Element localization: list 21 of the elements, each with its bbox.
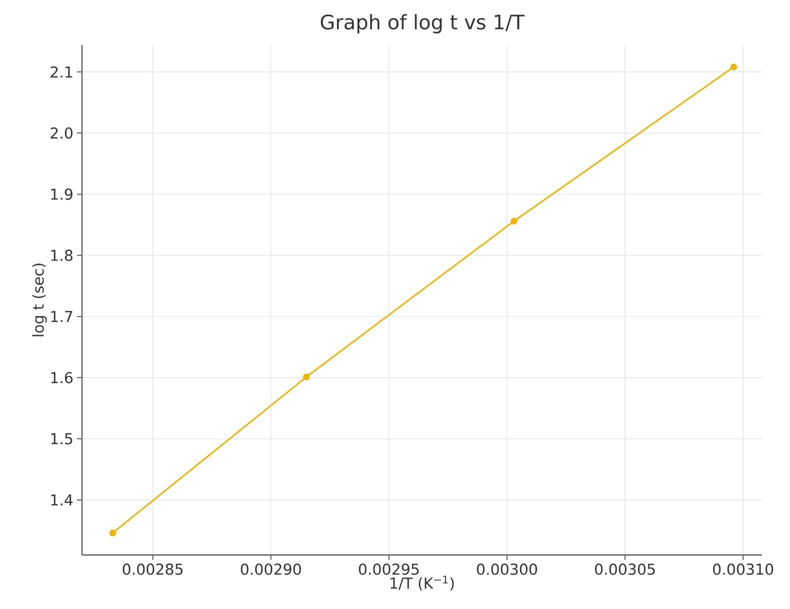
x-tick-label: 0.00300 <box>476 564 538 575</box>
point <box>302 374 310 380</box>
x-tick-label: 0.00295 <box>358 564 419 575</box>
y-tick-label: 1.7 <box>51 311 72 322</box>
y-tick-label: 2.0 <box>50 127 72 139</box>
x-tick-label: 0.00290 <box>240 564 301 575</box>
y-tick-label: 1.8 <box>51 250 72 262</box>
point <box>510 218 518 224</box>
y-tick-label: 1.6 <box>51 372 73 384</box>
x-tick-label: 0.00310 <box>713 564 774 575</box>
y-tick-label: 1.9 <box>51 188 72 200</box>
y-tick-label: 1.5 <box>51 433 72 444</box>
point <box>109 530 116 536</box>
y-axis-title: log t (sec) <box>32 264 47 336</box>
point <box>730 64 738 70</box>
x-tick-label: 0.00285 <box>122 564 183 575</box>
y-tick-label: 2.1 <box>50 66 72 78</box>
x-tick-label: 0.00305 <box>595 564 655 575</box>
x-axis-title: 1/T (K$^{−1}$) <box>390 576 454 591</box>
y-tick-label: 1.4 <box>51 494 73 506</box>
chart-title: Graph of log t vs 1/T <box>320 14 524 34</box>
